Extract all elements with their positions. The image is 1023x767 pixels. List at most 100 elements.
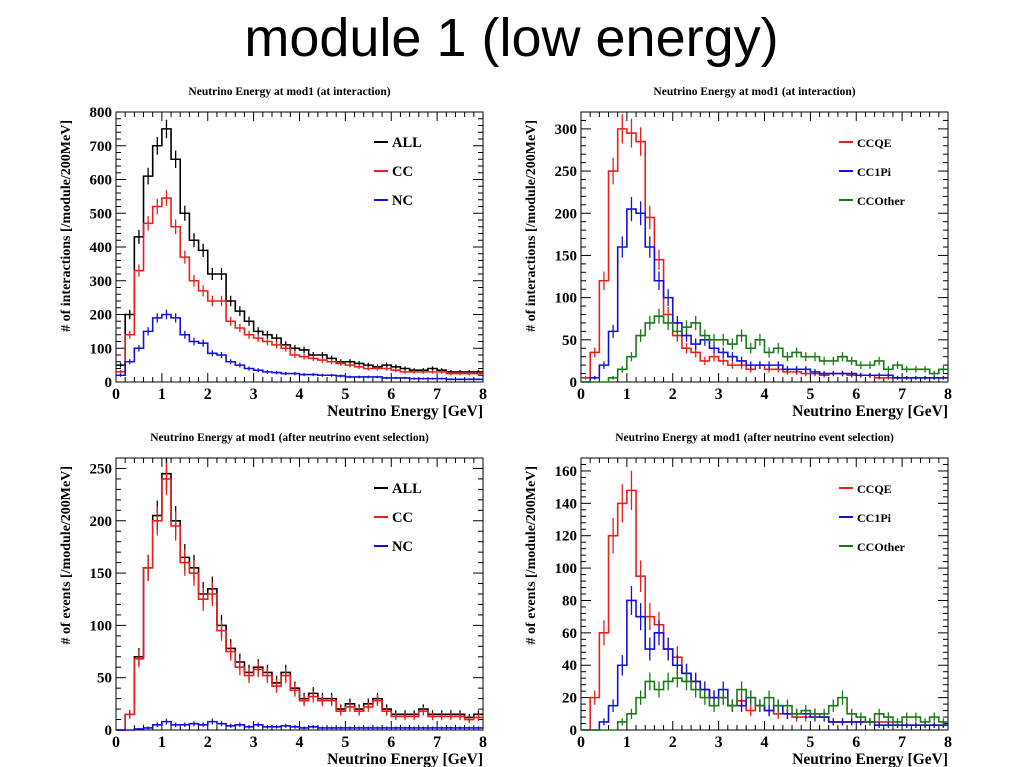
- x-tick-label: 2: [669, 386, 677, 403]
- legend-label-nc: NC: [392, 193, 413, 209]
- legend-label-cc1pi: CC1Pi: [857, 511, 892, 525]
- x-tick-label: 3: [250, 386, 258, 403]
- y-tick-label: 60: [562, 626, 577, 642]
- x-tick-label: 1: [623, 734, 631, 751]
- x-tick-label: 4: [761, 734, 769, 751]
- y-tick-label: 80: [562, 593, 577, 609]
- y-tick-label: 0: [570, 375, 578, 391]
- y-tick-label: 200: [90, 308, 113, 324]
- x-tick-label: 5: [806, 734, 814, 751]
- y-tick-label: 0: [570, 723, 578, 739]
- x-tick-label: 2: [204, 386, 212, 403]
- x-tick-label: 8: [944, 734, 952, 751]
- chart-bottom-right: Neutrino Energy at mod1 (after neutrino …: [524, 432, 952, 767]
- y-tick-label: 100: [90, 341, 113, 357]
- chart-title: Neutrino Energy at mod1 (at interaction): [188, 86, 390, 98]
- chart-top-left: Neutrino Energy at mod1 (at interaction)…: [59, 86, 487, 420]
- y-tick-label: 150: [555, 248, 578, 264]
- x-tick-label: 0: [112, 386, 120, 403]
- x-tick-label: 2: [204, 734, 212, 751]
- y-tick-label: 0: [105, 375, 113, 391]
- legend-label-nc: NC: [392, 539, 413, 555]
- series-line-ccother: [581, 315, 948, 383]
- x-tick-label: 0: [577, 734, 585, 751]
- y-tick-label: 100: [90, 618, 113, 634]
- x-tick-label: 6: [387, 386, 395, 403]
- x-tick-label: 6: [852, 386, 860, 403]
- chart-title: Neutrino Energy at mod1 (after neutrino …: [150, 432, 429, 444]
- x-tick-label: 7: [433, 386, 441, 403]
- y-tick-label: 200: [555, 206, 578, 222]
- x-tick-label: 8: [479, 734, 487, 751]
- x-tick-label: 6: [852, 734, 860, 751]
- series-line-ccother: [581, 677, 948, 731]
- x-tick-label: 4: [296, 386, 304, 403]
- y-tick-label: 400: [90, 240, 113, 256]
- y-tick-label: 150: [90, 566, 113, 582]
- y-tick-label: 300: [555, 122, 578, 138]
- legend-label-cc: CC: [392, 164, 413, 180]
- y-axis-label: # of events [/module/200MeV]: [524, 466, 539, 644]
- legend-label-cc: CC: [392, 510, 413, 526]
- x-tick-label: 3: [715, 734, 723, 751]
- x-tick-label: 4: [296, 734, 304, 751]
- series-line-cc: [116, 478, 483, 731]
- x-tick-label: 1: [623, 386, 631, 403]
- x-tick-label: 7: [433, 734, 441, 751]
- x-tick-label: 0: [112, 734, 120, 751]
- legend-label-ccqe: CCQE: [857, 482, 892, 496]
- y-tick-label: 100: [555, 561, 578, 577]
- chart-top-right: Neutrino Energy at mod1 (at interaction)…: [524, 86, 952, 420]
- legend-label-cc1pi: CC1Pi: [857, 165, 892, 179]
- series-line-nc: [116, 720, 483, 731]
- legend-label-ccother: CCOther: [857, 540, 906, 554]
- x-tick-label: 7: [898, 734, 906, 751]
- legend-label-all: ALL: [392, 481, 422, 497]
- y-tick-label: 40: [562, 658, 577, 674]
- y-tick-label: 200: [90, 514, 113, 530]
- x-tick-label: 5: [806, 386, 814, 403]
- x-tick-label: 3: [715, 386, 723, 403]
- y-tick-label: 250: [555, 164, 578, 180]
- y-tick-label: 500: [90, 206, 113, 222]
- y-tick-label: 800: [90, 105, 113, 121]
- chart-title: Neutrino Energy at mod1 (after neutrino …: [615, 432, 894, 444]
- x-tick-label: 7: [898, 386, 906, 403]
- x-tick-label: 1: [158, 734, 166, 751]
- y-axis-label: # of interactions [/module/200MeV]: [59, 120, 74, 332]
- y-tick-label: 140: [555, 496, 578, 512]
- x-tick-label: 5: [341, 734, 349, 751]
- x-tick-label: 3: [250, 734, 258, 751]
- y-axis-label: # of events [/module/200MeV]: [59, 466, 74, 644]
- x-tick-label: 0: [577, 386, 585, 403]
- x-axis-label: Neutrino Energy [GeV]: [792, 751, 948, 767]
- x-tick-label: 8: [944, 386, 952, 403]
- legend-label-ccqe: CCQE: [857, 136, 892, 150]
- y-tick-label: 160: [555, 464, 578, 480]
- x-tick-label: 6: [387, 734, 395, 751]
- y-tick-label: 0: [105, 723, 113, 739]
- x-axis-label: Neutrino Energy [GeV]: [327, 403, 483, 420]
- series-line-cc: [116, 197, 483, 375]
- series-line-all: [116, 128, 483, 373]
- x-axis-label: Neutrino Energy [GeV]: [327, 751, 483, 767]
- y-axis-label: # of interactions [/module/200MeV]: [524, 120, 539, 332]
- x-tick-label: 1: [158, 386, 166, 403]
- y-tick-label: 100: [555, 291, 578, 307]
- legend-label-ccother: CCOther: [857, 194, 906, 208]
- y-tick-label: 700: [90, 139, 113, 155]
- x-axis-label: Neutrino Energy [GeV]: [792, 403, 948, 420]
- x-tick-label: 5: [341, 386, 349, 403]
- y-tick-label: 120: [555, 529, 578, 545]
- x-tick-label: 2: [669, 734, 677, 751]
- y-tick-label: 300: [90, 274, 113, 290]
- chart-title: Neutrino Energy at mod1 (at interaction): [653, 86, 855, 98]
- y-tick-label: 20: [562, 691, 577, 707]
- y-tick-label: 250: [90, 461, 113, 477]
- y-tick-label: 600: [90, 173, 113, 189]
- x-tick-label: 8: [479, 386, 487, 403]
- y-tick-label: 50: [562, 333, 577, 349]
- legend-label-all: ALL: [392, 135, 422, 151]
- x-tick-label: 4: [761, 386, 769, 403]
- slide-title: module 1 (low energy): [244, 8, 779, 68]
